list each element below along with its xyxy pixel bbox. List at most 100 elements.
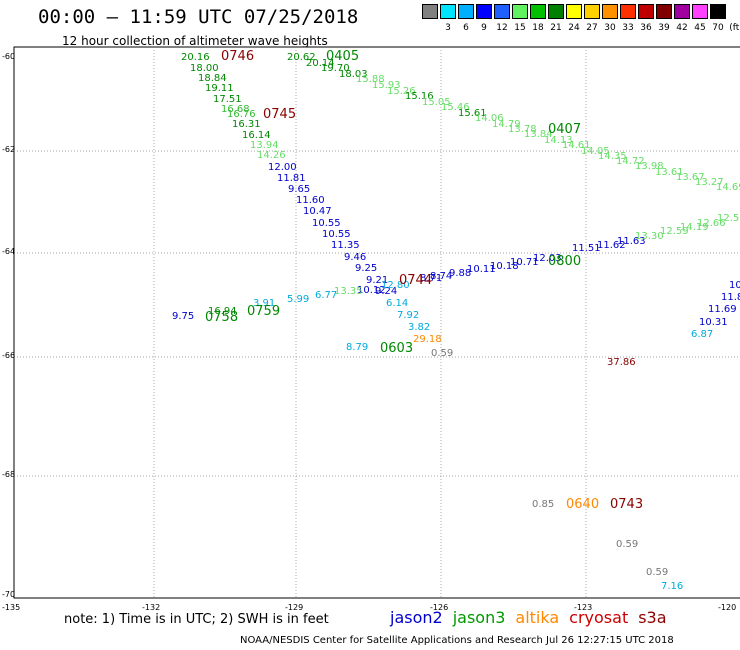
lon-label-123: -123: [574, 603, 593, 612]
color-swatch: [494, 4, 510, 19]
wave-height-label: 11.51: [572, 243, 601, 254]
legend-entry: jason2: [390, 608, 443, 627]
wave-height-label: 13.30: [635, 231, 664, 242]
lon-label-135: -135: [2, 603, 21, 612]
legend-entry: cryosat: [569, 608, 629, 627]
color-scale-label: 21: [550, 23, 562, 33]
wave-height-label: 14.72: [616, 156, 645, 167]
pass-time-label: 0640: [566, 497, 600, 512]
footer-note: note: 1) Time is in UTC; 2) SWH is in fe…: [64, 612, 329, 627]
pass-time-label: 0745: [263, 107, 297, 122]
wave-height-label: 10.11: [467, 264, 496, 275]
wave-height-label: 5.99: [287, 294, 310, 305]
color-scale-label: 15: [514, 23, 526, 33]
wave-height-label: 9.46: [344, 252, 367, 263]
wave-height-label: 13.27: [695, 177, 724, 188]
color-swatch: [476, 4, 492, 19]
color-scale-label: 42: [676, 23, 688, 33]
color-swatch: [584, 4, 600, 19]
wave-height-label: 18.03: [339, 69, 368, 80]
wave-height-label: 16.76: [227, 109, 256, 120]
color-scale-label: 45: [694, 23, 706, 33]
lat-label-60: -60: [2, 52, 16, 61]
wave-height-label: 11.81: [277, 173, 306, 184]
wave-height-label: 15.26: [387, 86, 416, 97]
footer-credit: NOAA/NESDIS Center for Satellite Applica…: [240, 635, 674, 646]
color-scale-label: 9: [481, 23, 487, 33]
wave-height-label: 0.59: [646, 567, 669, 578]
wave-height-label: 29.18: [413, 334, 442, 345]
wave-height-label: 10.55: [312, 218, 341, 229]
wave-height-label: 6.87: [691, 329, 714, 340]
pass-time-label: 0743: [610, 497, 644, 512]
wave-height-label: 11.62: [597, 240, 626, 251]
color-swatch: [692, 4, 708, 19]
wave-height-label: 9.25: [355, 263, 378, 274]
color-swatch: [674, 4, 690, 19]
wave-height-label: 12.66: [697, 218, 726, 229]
wave-height-label: 9.65: [288, 184, 311, 195]
lon-label-120: -120: [718, 603, 737, 612]
wave-height-label: 15.46: [441, 102, 470, 113]
wave-height-label: 0.85: [532, 499, 555, 510]
color-swatch: [440, 4, 456, 19]
wave-height-label: 13.78: [508, 124, 537, 135]
color-swatch: [530, 4, 546, 19]
color-scale-label: 18: [532, 23, 544, 33]
wave-height-label: 17.51: [213, 94, 242, 105]
wave-height-label: 0.59: [616, 539, 639, 550]
wave-height-label: 8.79: [346, 342, 369, 353]
wave-height-label: 6.14: [386, 298, 409, 309]
color-scale-label: 6: [463, 23, 469, 33]
wave-height-label: 6.77: [315, 290, 338, 301]
wave-height-label: 10.71: [510, 257, 539, 268]
color-scale-unit: (ft): [729, 23, 740, 33]
color-swatch: [710, 4, 726, 19]
lon-label-129: -129: [285, 603, 304, 612]
color-swatch: [620, 4, 636, 19]
wave-height-label: 9.75: [172, 311, 195, 322]
satellite-legend: jason2 jason3 altika cryosat s3a: [390, 608, 677, 627]
wave-height-label: 14.35: [598, 151, 627, 162]
lon-label-126: -126: [430, 603, 449, 612]
wave-height-label: 11.63: [617, 236, 646, 247]
color-scale-label: 39: [658, 23, 670, 33]
color-swatch: [656, 4, 672, 19]
wave-height-label: 20.14: [306, 58, 335, 69]
wave-height-label: 20.16: [181, 52, 210, 63]
wave-height-label: 16.94: [208, 306, 237, 317]
lat-label-68: -68: [2, 470, 16, 479]
color-scale-label: 30: [604, 23, 616, 33]
pass-time-label: 0800: [548, 254, 582, 269]
wave-height-label: 13.67: [676, 172, 705, 183]
color-scale-label: 3: [445, 23, 451, 33]
wave-height-label: 8.71: [420, 273, 443, 284]
wave-height-label: 13.35: [334, 286, 363, 297]
wave-height-label: 11.69: [708, 304, 737, 315]
wave-height-label: 7.92: [397, 310, 420, 321]
wave-height-label: 19.11: [205, 83, 234, 94]
color-swatch: [602, 4, 618, 19]
wave-height-label: 10.12: [357, 285, 386, 296]
wave-height-label: 9.24: [375, 286, 398, 297]
wave-height-label: 12.80: [381, 280, 410, 291]
wave-height-label: 10.55: [322, 229, 351, 240]
wave-height-label: 12.5: [717, 213, 740, 224]
wave-height-label: 13.84: [524, 129, 553, 140]
lon-label-132: -132: [142, 603, 161, 612]
plot-border: [13, 46, 740, 599]
color-swatch: [422, 4, 438, 19]
pass-time-label: 0603: [380, 341, 414, 356]
page-title: 00:00 – 11:59 UTC 07/25/2018: [38, 6, 359, 28]
wave-height-label: 11.8: [721, 292, 740, 303]
wave-height-label: 14.06: [475, 113, 504, 124]
pass-time-label: 0407: [548, 122, 582, 137]
wave-height-label: 15.93: [372, 80, 401, 91]
color-scale-label: 27: [586, 23, 598, 33]
wave-height-label: 15.61: [458, 108, 487, 119]
wave-height-label: 15.05: [422, 97, 451, 108]
page-subtitle: 12 hour collection of altimeter wave hei…: [62, 34, 328, 48]
legend-entry: altika: [515, 608, 560, 627]
wave-height-label: 0.59: [431, 348, 454, 359]
